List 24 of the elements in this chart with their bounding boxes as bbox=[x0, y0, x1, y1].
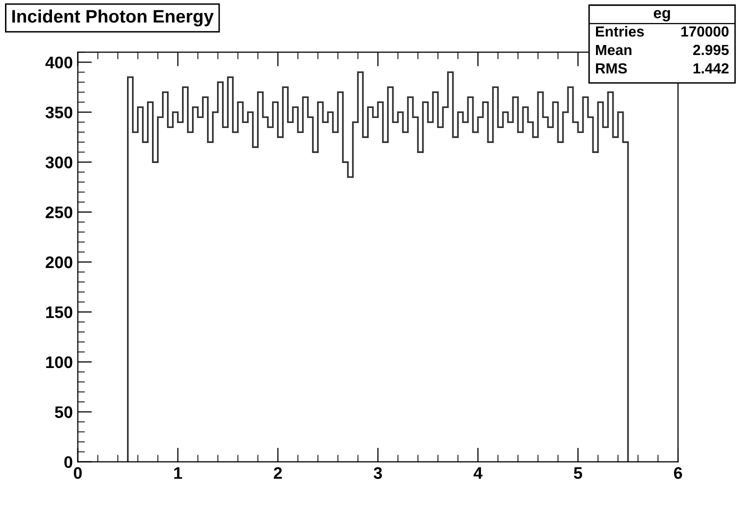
x-tick-label: 2 bbox=[274, 467, 282, 479]
text: 1.442 bbox=[694, 63, 729, 74]
y-tick-label: 200 bbox=[46, 256, 72, 268]
x-tick-label: 3 bbox=[374, 467, 382, 479]
y-tick-label: 400 bbox=[45, 56, 72, 68]
y-tick-label: 300 bbox=[46, 156, 72, 168]
y-tick-label: 350 bbox=[46, 106, 72, 118]
y-tick-label: 150 bbox=[46, 306, 72, 318]
text: Entries bbox=[596, 26, 644, 37]
x-tick-label: 4 bbox=[474, 467, 482, 479]
annotation: Mean bbox=[596, 44, 632, 56]
x-tick-label: 1 bbox=[174, 467, 182, 479]
y-tick-label: 50 bbox=[54, 406, 72, 418]
text: 170000 bbox=[681, 26, 729, 37]
x-tick-label: 5 bbox=[574, 467, 582, 479]
text: 2.995 bbox=[693, 44, 729, 56]
text: eg bbox=[654, 10, 670, 22]
y-tick-label: 100 bbox=[46, 356, 72, 368]
x-tick-label: 0 bbox=[74, 467, 82, 479]
annotation: RMS bbox=[596, 63, 627, 74]
y-tick-label: 0 bbox=[64, 456, 72, 468]
chart-title: Incident Photon Energy bbox=[12, 9, 214, 26]
y-tick-label: 250 bbox=[46, 206, 72, 218]
x-tick-label: 6 bbox=[674, 467, 682, 479]
